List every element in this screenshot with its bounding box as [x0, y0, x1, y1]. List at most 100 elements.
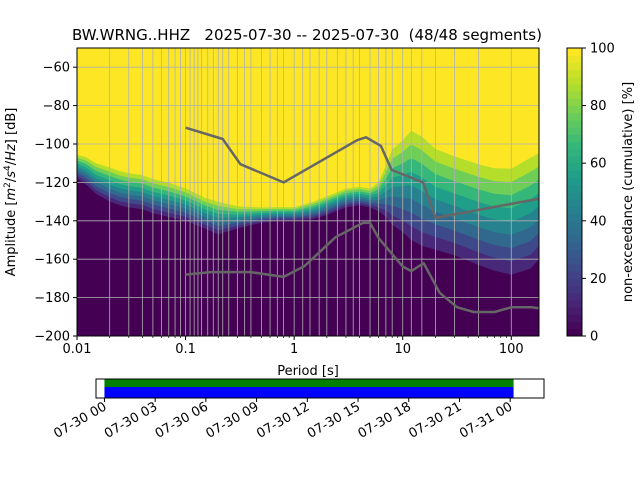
colorbar-segment [567, 134, 582, 143]
y-label-prefix: Amplitude [ [4, 201, 19, 277]
colorbar-tick-label: 100 [590, 42, 615, 57]
colorbar-segment [567, 69, 582, 78]
x-axis: 0.01 0.1 1 10 100 [63, 336, 524, 357]
colorbar-segment [567, 199, 582, 207]
colorbar-segment [567, 48, 582, 56]
y-axis-label: Amplitude [m2/s4/Hz] [dB] [3, 108, 19, 277]
colorbar-segment [567, 307, 582, 315]
y-tick-label: −200 [34, 330, 70, 345]
timeline-tick-label: 07-30 03 [102, 399, 160, 441]
timeline-tick-label: 07-30 00 [51, 399, 109, 441]
colorbar-segment [567, 321, 582, 330]
timeline-tick-label: 07-30 21 [406, 399, 464, 441]
y-tick-label: −140 [34, 214, 70, 229]
colorbar-segment [567, 278, 582, 287]
y-tick-label: −160 [34, 253, 70, 268]
colorbar-segment [567, 148, 582, 157]
y-tick-label: −180 [34, 291, 70, 306]
x-tick-label: 1 [290, 342, 298, 357]
colorbar-segment [567, 120, 582, 128]
colorbar-segment [567, 170, 582, 179]
colorbar-segment [567, 228, 582, 236]
colorbar-segment [567, 300, 582, 308]
colorbar-segment [567, 213, 582, 222]
timeline-tick-label: 07-30 09 [203, 399, 261, 441]
colorbar-segment [567, 256, 582, 265]
colorbar-segment [567, 292, 582, 301]
colorbar-segment [567, 76, 582, 85]
y-label-m: m [4, 188, 19, 201]
colorbar-segment [567, 192, 582, 200]
x-axis-label: Period [s] [277, 364, 339, 379]
colorbar-segment [567, 271, 582, 279]
chart-title: BW.WRNG..HHZ 2025-07-30 -- 2025-07-30 (4… [72, 26, 542, 44]
colorbar-segment [567, 220, 582, 229]
y-label-exp-4: 4 [3, 165, 13, 171]
y-axis: −200 −180 −160 −140 −120 −100 −80 −60 [34, 61, 77, 345]
grid-lines [77, 48, 539, 336]
timeline-frame-outline [95, 378, 545, 399]
y-tick-label: −60 [43, 61, 70, 76]
colorbar-frame [566, 47, 583, 337]
colorbar-segment [567, 156, 582, 164]
y-label-hz: Hz [4, 143, 19, 161]
timeline-tick-label: 07-30 06 [153, 399, 211, 441]
y-label-slash-2: / [4, 160, 19, 165]
plot-frame [76, 47, 540, 337]
colorbar-segment [567, 206, 582, 215]
colorbar-tick-label: 40 [590, 214, 607, 229]
y-label-s: s [4, 171, 19, 178]
x-tick-label: 0.01 [63, 342, 92, 357]
plot-area [76, 47, 540, 337]
y-label-slash-1: / [4, 177, 19, 182]
timeline-tick-label: 07-30 18 [356, 399, 414, 441]
noise-models [185, 126, 539, 314]
heatmap [77, 117, 539, 336]
colorbar-segment [567, 235, 582, 243]
y-tick-label: −80 [43, 99, 70, 114]
colorbar-label: non-exceedance (cumulative) [%] [621, 82, 636, 302]
colorbar-segment [567, 112, 582, 121]
timeline-tick-label: 07-31 00 [457, 399, 515, 441]
colorbar: 0 20 40 60 80 100 non-exceedance (cumulative)… [566, 42, 636, 345]
timeline-tick-label: 07-30 12 [254, 399, 312, 441]
colorbar-tick-label: 80 [590, 99, 607, 114]
y-tick-label: −120 [34, 176, 70, 191]
colorbar-tick-label: 20 [590, 272, 607, 287]
colorbar-segment [567, 62, 582, 71]
colorbar-segment [567, 328, 582, 337]
colorbar-segment [567, 314, 582, 323]
colorbar-segment [567, 177, 582, 186]
colorbar-segment [567, 264, 582, 272]
colorbar-tick-label: 60 [590, 157, 607, 172]
availability-bar-bottom [104, 387, 514, 398]
colorbar-segment [567, 163, 582, 171]
colorbar-segment [567, 249, 582, 258]
colorbar-segment [567, 127, 582, 135]
noise-model-nhnm [185, 126, 539, 220]
x-tick-label: 0.1 [175, 342, 196, 357]
colorbar-tick-label: 0 [590, 330, 598, 345]
noise-model-nlnm [185, 221, 539, 314]
availability-bar-top [104, 379, 514, 387]
colorbar-segment [567, 84, 582, 92]
y-label-exp-2: 2 [3, 182, 13, 188]
x-tick-label: 10 [394, 342, 411, 357]
x-tick-label: 100 [499, 342, 524, 357]
colorbar-segment [567, 184, 582, 193]
timeline-tick-label: 07-30 15 [305, 399, 363, 441]
colorbar-ticks: 0 20 40 60 80 100 [582, 42, 615, 345]
colorbar-gradient [567, 48, 582, 337]
colorbar-segment [567, 105, 582, 114]
colorbar-segment [567, 55, 582, 63]
colorbar-segment [567, 141, 582, 150]
y-label-suffix: ] [dB] [4, 108, 19, 145]
y-tick-label: −100 [34, 138, 70, 153]
heatmap-band [77, 178, 539, 336]
colorbar-segment [567, 98, 582, 107]
colorbar-segment [567, 91, 582, 99]
colorbar-segment [567, 242, 582, 251]
